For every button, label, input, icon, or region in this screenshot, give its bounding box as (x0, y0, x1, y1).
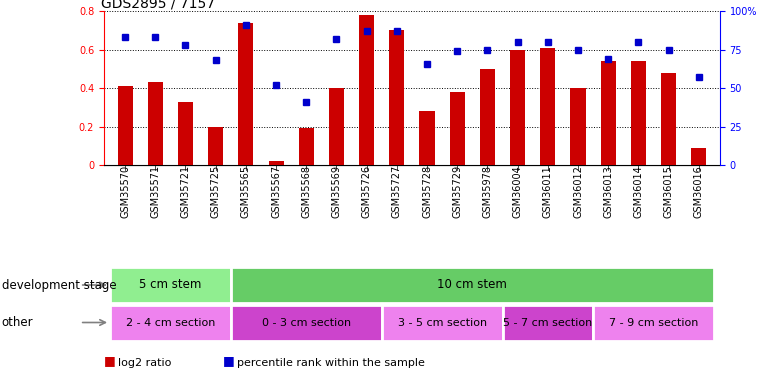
Text: ■: ■ (104, 354, 115, 368)
Bar (631, 61, 646, 165)
Text: GSM36012: GSM36012 (573, 165, 583, 218)
Bar (450, 92, 465, 165)
Text: log2 ratio: log2 ratio (118, 357, 171, 368)
Bar (299, 129, 314, 165)
Bar (601, 61, 616, 165)
Text: GSM36015: GSM36015 (664, 165, 674, 218)
Bar (231, 267, 714, 303)
Text: 5 cm stem: 5 cm stem (139, 279, 202, 291)
Text: other: other (2, 316, 33, 329)
Bar (571, 88, 585, 165)
Text: 2 - 4 cm section: 2 - 4 cm section (126, 318, 215, 327)
Bar (118, 86, 132, 165)
Text: GSM35567: GSM35567 (271, 165, 281, 218)
Text: GSM36014: GSM36014 (634, 165, 644, 218)
Text: GSM36016: GSM36016 (694, 165, 704, 218)
Bar (691, 148, 706, 165)
Text: GSM35725: GSM35725 (211, 165, 221, 218)
Text: GSM35570: GSM35570 (120, 165, 130, 218)
Text: GSM36011: GSM36011 (543, 165, 553, 218)
Bar (510, 50, 525, 165)
Text: GSM35568: GSM35568 (301, 165, 311, 218)
Text: GSM35721: GSM35721 (180, 165, 190, 218)
Text: 7 - 9 cm section: 7 - 9 cm section (609, 318, 698, 327)
Text: percentile rank within the sample: percentile rank within the sample (237, 357, 425, 368)
Bar (148, 82, 162, 165)
Text: 0 - 3 cm section: 0 - 3 cm section (262, 318, 351, 327)
Text: GDS2895 / 7157: GDS2895 / 7157 (101, 0, 215, 10)
Bar (329, 88, 344, 165)
Text: GSM36004: GSM36004 (513, 165, 523, 218)
Bar (541, 48, 555, 165)
Bar (593, 304, 714, 340)
Bar (178, 102, 193, 165)
Bar (420, 111, 434, 165)
Bar (239, 23, 253, 165)
Bar (390, 30, 404, 165)
Text: 10 cm stem: 10 cm stem (437, 279, 507, 291)
Bar (110, 304, 231, 340)
Bar (359, 15, 374, 165)
Text: GSM35728: GSM35728 (422, 165, 432, 218)
Text: GSM35726: GSM35726 (362, 165, 372, 218)
Bar (480, 69, 495, 165)
Text: GSM35565: GSM35565 (241, 165, 251, 218)
Bar (110, 267, 231, 303)
Bar (269, 161, 283, 165)
Bar (231, 304, 382, 340)
Text: GSM35729: GSM35729 (452, 165, 462, 218)
Text: ■: ■ (223, 354, 235, 368)
Text: 5 - 7 cm section: 5 - 7 cm section (504, 318, 592, 327)
Text: GSM35978: GSM35978 (483, 165, 493, 218)
Text: GSM35727: GSM35727 (392, 165, 402, 218)
Bar (208, 126, 223, 165)
Bar (503, 304, 593, 340)
Text: GSM35571: GSM35571 (150, 165, 160, 218)
Text: GSM36013: GSM36013 (603, 165, 613, 218)
Bar (661, 73, 676, 165)
Text: development stage: development stage (2, 279, 116, 291)
Text: GSM35569: GSM35569 (331, 165, 341, 218)
Text: 3 - 5 cm section: 3 - 5 cm section (397, 318, 487, 327)
Bar (382, 304, 503, 340)
